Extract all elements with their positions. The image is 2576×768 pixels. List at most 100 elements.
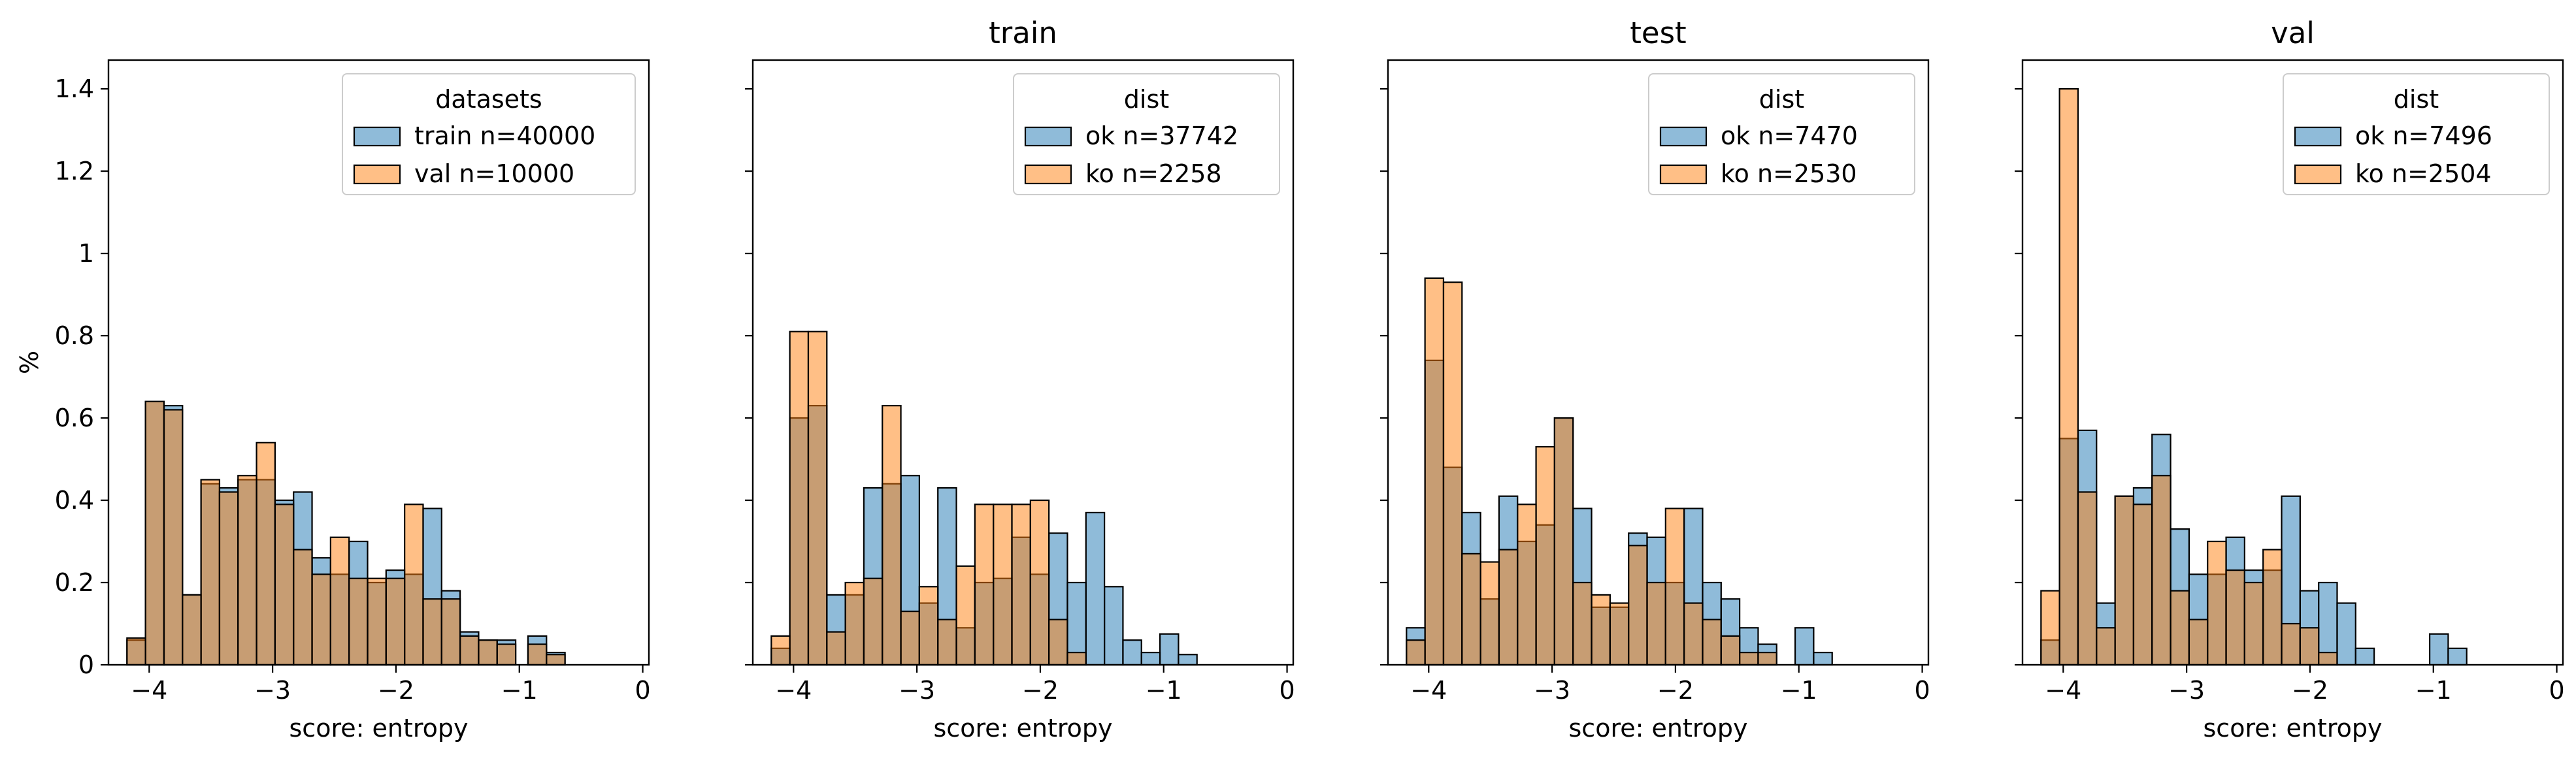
histogram-bar bbox=[1535, 446, 1555, 666]
bars-layer bbox=[126, 400, 566, 666]
histogram-bar bbox=[1739, 652, 1759, 666]
x-tick-label: −4 bbox=[2045, 676, 2081, 705]
y-tick-label: 1.4 bbox=[55, 74, 94, 103]
histogram-bar bbox=[844, 581, 865, 666]
axes-frame bbox=[751, 59, 1295, 666]
histogram-bar bbox=[882, 405, 902, 666]
legend-label: val n=10000 bbox=[414, 159, 574, 188]
histogram-bar bbox=[1498, 549, 1519, 666]
histogram-bar bbox=[546, 654, 566, 666]
histogram-bar bbox=[937, 618, 957, 666]
x-axis-label: score: entropy bbox=[1569, 714, 1748, 743]
histogram-bar bbox=[2207, 540, 2227, 666]
subplot-1: −4 −3 −2 −1 0 score: entropy 0 0.2 0.4 0.6 0.8 1 1.2… bbox=[15, 59, 651, 743]
histogram-bar bbox=[770, 635, 791, 666]
legend-swatch bbox=[2294, 126, 2342, 147]
x-axis: −4 −3 −2 −1 0 bbox=[1410, 665, 1930, 705]
x-tick-label: −1 bbox=[501, 676, 538, 705]
histogram-bar bbox=[1104, 586, 1124, 666]
histogram-bar bbox=[422, 598, 442, 666]
x-axis-label: score: entropy bbox=[2204, 714, 2383, 743]
histogram-bar bbox=[440, 598, 461, 666]
legend-swatch bbox=[2294, 164, 2342, 185]
axes-frame bbox=[107, 59, 650, 666]
histogram-bar bbox=[1646, 581, 1666, 666]
legend-swatch bbox=[353, 126, 401, 147]
histogram-bar bbox=[974, 504, 995, 666]
subplot-title: test bbox=[1630, 16, 1686, 50]
x-tick-label: −4 bbox=[775, 676, 812, 705]
histogram-bar bbox=[1029, 499, 1050, 666]
histogram-bar bbox=[404, 504, 424, 666]
x-tick-label: −3 bbox=[899, 676, 935, 705]
legend-title: datasets bbox=[435, 85, 542, 114]
y-tick-label: 0.2 bbox=[55, 568, 94, 597]
series-2 bbox=[770, 330, 1087, 666]
histogram-bar bbox=[1178, 654, 1198, 666]
histogram-bar bbox=[1122, 639, 1142, 666]
x-tick-label: −1 bbox=[1146, 676, 1182, 705]
histogram-bar bbox=[826, 631, 846, 666]
legend-label: ok n=7470 bbox=[1721, 121, 1858, 150]
legend-box bbox=[1013, 73, 1280, 195]
legend-title: dist bbox=[1124, 85, 1169, 114]
histogram-bar bbox=[1572, 581, 1593, 666]
legend-swatch bbox=[1659, 126, 1708, 147]
subplot-title: val bbox=[2271, 16, 2315, 50]
legend: dist ok n=7496 ko n=2504 bbox=[2283, 73, 2550, 195]
x-tick-label: −3 bbox=[254, 676, 291, 705]
bars-layer bbox=[770, 330, 1198, 666]
legend-label: ko n=2530 bbox=[1721, 159, 1857, 188]
bars-layer bbox=[2040, 88, 2468, 666]
histogram-bar bbox=[1757, 652, 1777, 666]
histogram-bar bbox=[1066, 652, 1087, 666]
y-tick-label: 0 bbox=[78, 650, 94, 679]
histogram-bar bbox=[348, 577, 369, 666]
legend-label: train n=40000 bbox=[414, 121, 595, 150]
subplot-2: −4 −3 −2 −1 0 score: entropy train dist ok n=377… bbox=[745, 16, 1295, 743]
histogram-bar bbox=[2040, 590, 2060, 666]
histogram-bar bbox=[1517, 504, 1537, 666]
histogram-bar bbox=[993, 504, 1013, 666]
histogram-bar bbox=[1140, 652, 1161, 666]
legend-label: ok n=37742 bbox=[1085, 121, 1238, 150]
histogram-bar bbox=[1424, 277, 1445, 666]
legend: datasets train n=40000 val n=10000 bbox=[342, 73, 636, 195]
histogram-bar bbox=[293, 549, 313, 666]
legend-box bbox=[342, 73, 636, 195]
series-2 bbox=[2040, 88, 2338, 666]
legend-swatch bbox=[1024, 126, 1072, 147]
histogram-bar bbox=[200, 479, 221, 666]
legend-swatch bbox=[1024, 164, 1072, 185]
histogram-bar bbox=[955, 565, 976, 666]
histogram-bar bbox=[2096, 627, 2116, 666]
x-axis: −4 −3 −2 −1 0 bbox=[2045, 665, 2565, 705]
histogram-bar bbox=[2151, 475, 2171, 666]
histogram-bar bbox=[1406, 639, 1426, 666]
histogram-bar bbox=[1479, 561, 1500, 666]
histogram-bar bbox=[311, 573, 331, 666]
histogram-bar bbox=[2077, 491, 2098, 666]
x-tick-label: −2 bbox=[378, 676, 414, 705]
histogram-bar bbox=[2114, 495, 2135, 666]
y-axis bbox=[1380, 88, 1388, 666]
y-tick-label: 0.4 bbox=[55, 486, 94, 515]
histogram-bar bbox=[807, 330, 828, 666]
histogram-bar bbox=[2243, 581, 2264, 666]
histogram-bar bbox=[2318, 652, 2338, 666]
legend-label: ok n=7496 bbox=[2355, 121, 2492, 150]
y-axis-label: % bbox=[15, 351, 44, 374]
x-tick-label: 0 bbox=[635, 676, 650, 705]
histogram-bar bbox=[1664, 507, 1685, 666]
x-tick-label: 0 bbox=[1279, 676, 1295, 705]
histogram-bar bbox=[385, 577, 406, 666]
histogram-bar bbox=[1553, 417, 1574, 666]
x-axis: −4 −3 −2 −1 0 bbox=[131, 665, 651, 705]
histogram-bar bbox=[182, 594, 202, 666]
histogram-bar bbox=[2447, 647, 2468, 666]
histogram-bar bbox=[126, 637, 146, 666]
histogram-bar bbox=[2354, 647, 2375, 666]
histogram-bar bbox=[2299, 627, 2320, 666]
histogram-bar bbox=[1683, 602, 1704, 666]
